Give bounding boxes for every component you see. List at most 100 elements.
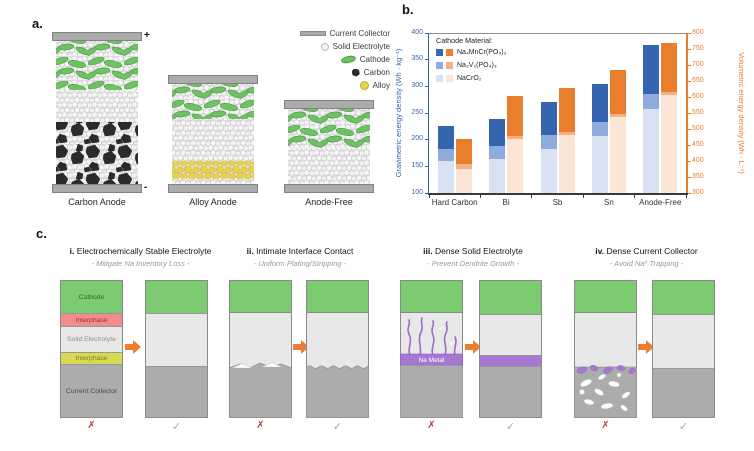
right-axis-tick-label: 500: [692, 124, 704, 132]
current-collector-bottom: [284, 184, 374, 193]
x-axis-tick-mark: [582, 194, 584, 198]
x-mark: ✗: [601, 420, 610, 431]
left-axis-tick-mark: [424, 59, 428, 61]
right-axis-tick-mark: [688, 176, 691, 178]
legend-label: Cathode: [359, 55, 390, 64]
layer-solid-electrolyte: [653, 314, 714, 368]
right-axis-tick-mark: [688, 192, 691, 194]
legend-series-label: Na₃V₂(PO₄)₃: [457, 62, 497, 69]
solid-electrolyte-icon: [320, 42, 329, 51]
void-gap: [261, 362, 283, 368]
legend-label: Solid Electrolyte: [332, 42, 390, 51]
bar-segment-blue: [489, 159, 506, 193]
bar-segment-orange: [609, 113, 626, 117]
c-iii-title: iii. Dense Solid Electrolyte: [390, 246, 556, 256]
c-ii-title: ii. Intimate Interface Contact: [214, 246, 386, 256]
panel-c-item-i: i. Electrochemically Stable Electrolyte …: [48, 246, 233, 433]
chart-legend-row: Na₄MnCr(PO₄)₃: [436, 46, 506, 59]
legend-series-label: Na₄MnCr(PO₄)₃: [457, 49, 507, 56]
c-iii-subtitle: - Prevent Dendrite Growth -: [427, 259, 519, 268]
crack: [447, 338, 456, 347]
legend-swatch-blue: [436, 62, 443, 69]
c-iii-good-stack: [479, 280, 542, 418]
left-axis-tick-label: 250: [411, 108, 423, 116]
chart-legend-row: Na₃V₂(PO₄)₃: [436, 59, 506, 72]
c-iv-body: ✗ ✓: [564, 280, 729, 433]
bar-segment-orange: [661, 91, 678, 95]
current-collector-top: [284, 100, 374, 109]
legend-swatch-orange: [446, 75, 453, 82]
legend-swatch-blue: [436, 49, 443, 56]
c-ii-title-text: Intimate Interface Contact: [256, 246, 354, 256]
c-iv-bad-stack: [574, 280, 637, 418]
c-iii-body: Na Metal ✗ ✓: [390, 280, 556, 433]
right-axis-tick-label: 350: [692, 172, 704, 180]
x-axis-category-label: Anode-Free: [639, 198, 682, 207]
positive-terminal: +: [144, 30, 150, 41]
x-axis-tick-mark: [428, 194, 430, 198]
left-axis-tick-mark: [424, 85, 428, 87]
negative-terminal: -: [144, 182, 148, 193]
current-collector-top: [168, 75, 258, 84]
legend-row-cathode: Cathode: [250, 53, 390, 66]
legend-swatch-blue: [436, 75, 443, 82]
c-ii-body: ✗ ✓: [214, 280, 386, 433]
chart-legend-title: Cathode Material:: [436, 36, 493, 45]
bar-segment-orange: [609, 69, 626, 114]
bar-segment-orange: [507, 139, 524, 193]
c-iv-numeral: iv.: [595, 246, 605, 256]
c-iii-title-text: Dense Solid Electrolyte: [434, 246, 523, 256]
check-mark: ✓: [505, 421, 516, 433]
plot-right-spine: [686, 33, 688, 193]
check-mark: ✓: [171, 421, 182, 433]
right-axis-tick-mark: [688, 48, 691, 50]
c-i-subtitle: - Mitigate Na Inventory Loss -: [91, 259, 190, 268]
bar-segment-orange: [558, 131, 575, 136]
layer-interphase-cathode: Interphase: [61, 313, 122, 326]
panel-c-item-iii: iii. Dense Solid Electrolyte - Prevent D…: [390, 246, 556, 433]
left-axis-tick-label: 100: [411, 188, 423, 196]
layer-cathode: [653, 281, 714, 314]
bar-segment-orange: [507, 136, 524, 140]
right-axis-tick-label: 750: [692, 44, 704, 52]
layer-cathode: [480, 281, 541, 314]
legend-row-solid-electrolyte: Solid Electrolyte: [250, 40, 390, 53]
c-ii-subtitle: - Uniform Plating/Stripping -: [253, 259, 347, 268]
left-axis-tick-mark: [424, 112, 428, 114]
legend-label: Current Collector: [329, 29, 390, 38]
current-collector-bottom: [52, 184, 142, 193]
layer-solid-electrolyte: [146, 313, 207, 366]
layer-solid-electrolyte: Solid Electrolyte: [61, 326, 122, 352]
layer-current-collector: [480, 366, 541, 417]
panel-a-legend: Current Collector Solid Electrolyte Cath…: [250, 27, 390, 92]
anode-label-alloy: Alloy Anode: [189, 197, 237, 207]
bar-segment-blue: [540, 148, 557, 193]
right-axis-tick-mark: [688, 112, 691, 114]
layer-current-collector: [146, 366, 207, 417]
c-i-bad-stack: Cathode Interphase Solid Electrolyte Int…: [60, 280, 123, 418]
right-axis-tick-mark: [688, 32, 691, 34]
right-axis-tick-label: 650: [692, 76, 704, 84]
alloy-anode-stack: [168, 75, 258, 193]
right-axis-tick-mark: [688, 96, 691, 98]
bar-segment-blue: [643, 109, 660, 193]
legend-label: Carbon: [363, 68, 390, 77]
void-gap: [231, 363, 253, 369]
layer-current-collector: Current Collector: [61, 364, 122, 417]
na-metal-label: Na Metal: [418, 357, 445, 364]
c-i-body: Cathode Interphase Solid Electrolyte Int…: [48, 280, 233, 433]
c-iii-numeral: iii.: [423, 246, 433, 256]
bar-segment-orange: [507, 96, 524, 137]
check-mark: ✓: [332, 421, 343, 433]
c-i-title: i. Electrochemically Stable Electrolyte: [48, 246, 233, 256]
x-axis-category-label: Bi: [502, 198, 510, 207]
right-axis-tick-label: 400: [692, 156, 704, 164]
c-iii-bad-stack: Na Metal: [400, 280, 463, 418]
bar-segment-orange: [558, 88, 575, 132]
c-iv-title-text: Dense Current Collector: [606, 246, 698, 256]
layer-na-metal: [480, 355, 541, 366]
right-axis-tick-label: 450: [692, 140, 704, 148]
right-axis-tick-mark: [688, 80, 691, 82]
c-iv-title: iv. Dense Current Collector: [564, 246, 729, 256]
c-i-good-stack: [145, 280, 208, 418]
